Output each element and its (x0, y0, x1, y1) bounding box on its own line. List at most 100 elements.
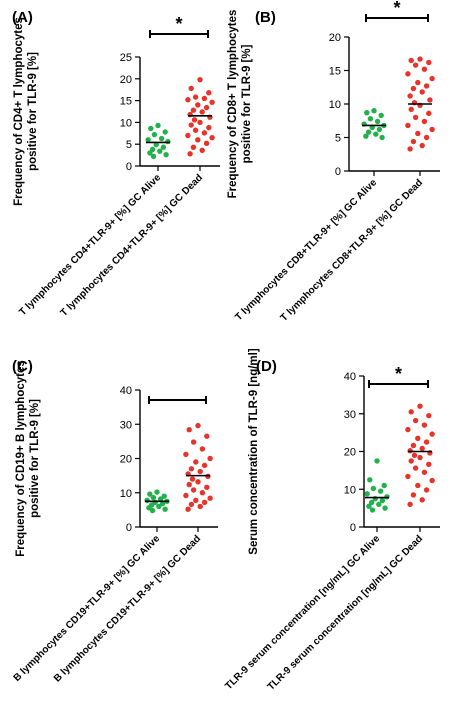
data-point (199, 109, 205, 115)
data-point (429, 75, 435, 82)
data-point (193, 459, 199, 465)
category-label: B lymphocytes CD19+TLR-9+ [%] GC Dead (52, 533, 203, 684)
data-point (408, 57, 414, 64)
y-tick-label: 30 (120, 419, 132, 431)
data-point (412, 114, 419, 121)
y-tick-label: 40 (344, 371, 356, 383)
data-point (408, 106, 414, 113)
data-point (379, 134, 385, 141)
data-point (405, 122, 411, 129)
data-point (199, 147, 205, 154)
data-point (429, 477, 435, 484)
y-tick-label: 15 (329, 66, 341, 78)
data-point (427, 97, 433, 103)
y-axis-label: positive for TLR-9 [%] (241, 44, 253, 163)
data-point (419, 445, 425, 452)
data-point (423, 487, 430, 493)
data-point (149, 507, 156, 514)
data-point (365, 129, 372, 135)
data-point (185, 132, 191, 139)
data-point (147, 491, 153, 497)
data-point (373, 131, 379, 137)
data-point (421, 469, 428, 475)
data-point (188, 122, 194, 128)
data-point (147, 150, 153, 156)
data-point (377, 488, 384, 494)
data-point (381, 482, 387, 489)
data-point (165, 138, 171, 145)
y-tick-label: 10 (120, 488, 132, 500)
data-point (209, 99, 215, 106)
data-point (148, 125, 154, 132)
series-alive (145, 122, 171, 160)
data-point (207, 455, 213, 462)
data-point (197, 503, 203, 510)
y-tick-label: 10 (329, 99, 341, 111)
data-point (207, 495, 213, 501)
data-point (160, 144, 167, 150)
y-tick-label: 25 (120, 52, 132, 64)
data-point (190, 439, 197, 445)
data-point (415, 435, 421, 441)
data-point (415, 79, 421, 86)
significance-star: * (395, 364, 402, 384)
data-point (156, 503, 162, 510)
series-dead (405, 403, 435, 508)
data-point (363, 133, 369, 139)
panel-a: (A)Frequency of CD4+ T lymphocytes positi… (12, 9, 220, 319)
data-point (150, 153, 157, 160)
data-point (158, 135, 165, 142)
data-point (407, 146, 413, 152)
data-point (379, 497, 386, 504)
data-point (197, 468, 203, 475)
data-point (201, 130, 208, 136)
data-point (197, 119, 203, 126)
data-point (150, 494, 157, 501)
y-axis-label: Frequency of CD19+ B lymphocytes (15, 360, 27, 557)
data-point (199, 490, 206, 496)
series-alive (361, 108, 387, 141)
y-tick-label: 0 (350, 522, 356, 534)
data-point (417, 454, 423, 461)
data-point (197, 76, 203, 83)
series-dead (405, 56, 435, 152)
data-point (190, 487, 197, 493)
data-point (186, 481, 192, 488)
data-point (188, 501, 195, 508)
data-point (423, 439, 430, 445)
data-point (195, 102, 201, 108)
y-tick-label: 30 (344, 409, 356, 421)
data-point (367, 477, 373, 483)
y-tick-label: 5 (126, 139, 132, 151)
data-point (201, 95, 208, 102)
data-point (408, 458, 414, 464)
significance-star: * (175, 14, 182, 34)
data-point (374, 458, 380, 464)
data-point (407, 501, 413, 508)
data-point (419, 497, 425, 503)
data-point (410, 492, 417, 498)
data-point (157, 496, 164, 502)
data-point (419, 142, 425, 149)
data-point (426, 461, 432, 468)
data-point (364, 110, 370, 116)
y-axis-label: positive for TLR-9 [%] (27, 52, 39, 171)
data-point (410, 138, 417, 145)
data-point (419, 89, 425, 95)
y-tick-label: 10 (344, 484, 356, 496)
data-point (410, 442, 417, 449)
y-tick-label: 20 (120, 74, 132, 86)
data-point (421, 118, 428, 125)
data-point (405, 71, 411, 77)
data-point (374, 118, 381, 125)
data-point (426, 110, 432, 117)
data-point (162, 506, 168, 512)
category-label: TLR-9 serum concentration [ng/mL] GC Dea… (266, 533, 425, 692)
data-point (378, 112, 384, 119)
data-point (411, 452, 418, 458)
data-point (189, 476, 196, 482)
y-axis-label: Frequency of CD4+ T lymphocytes (13, 17, 25, 206)
data-point (155, 122, 161, 129)
data-point (426, 59, 432, 66)
